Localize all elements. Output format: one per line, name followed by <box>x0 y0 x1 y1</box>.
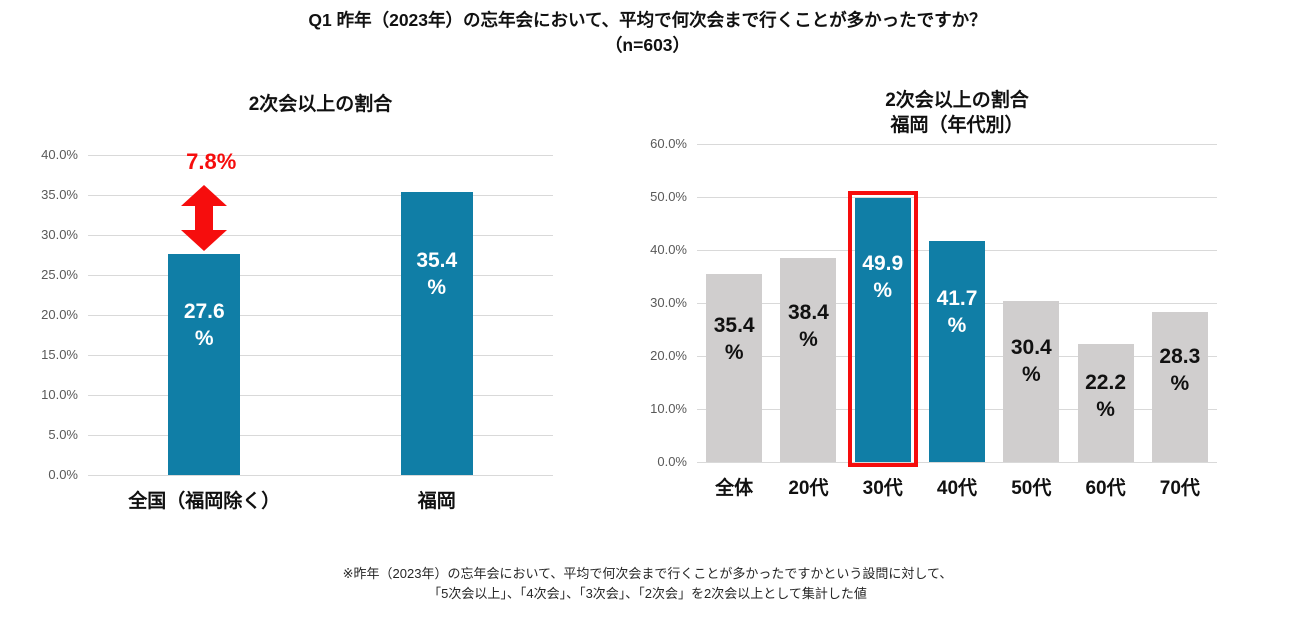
page-title: Q1 昨年（2023年）の忘年会において、平均で何次会まで行くことが多かったです… <box>0 8 1295 58</box>
bar-20代 <box>780 258 837 462</box>
bar-value-label: 35.4 % <box>416 249 458 299</box>
category-label: 20代 <box>788 478 829 499</box>
category-label: 40代 <box>936 478 978 499</box>
footnote-line1: ※昨年（2023年）の忘年会において、平均で何次会まで行くことが多かったですかと… <box>342 566 953 581</box>
chart-national-vs-fukuoka: 2次会以上の割合 0.0% 5.0% 10.0% 15.0% 20.0% 25.0% 30.… <box>20 88 600 548</box>
y-axis-tick-label: 10.0% <box>650 401 687 416</box>
chart-title-line2: 福岡（年代別） <box>890 115 1024 136</box>
bar-value-label: 30.4 % <box>1010 336 1052 386</box>
y-axis-tick-label: 20.0% <box>650 348 687 363</box>
gridline <box>88 234 553 236</box>
sample-size: （n=603） <box>604 35 691 55</box>
bar-value-label: 35.4 % <box>713 314 755 364</box>
gridline <box>88 274 553 276</box>
bar-value-label: 27.6 % <box>183 300 225 350</box>
bar-value-label: 22.2 % <box>1085 371 1126 421</box>
category-label: 全体 <box>715 478 754 499</box>
bar-全国（福岡除く） <box>168 254 241 475</box>
bar-50代 <box>1003 301 1060 462</box>
plot-area-fukuoka-by-age: 0.0% 10.0% 20.0% 30.0% 40.0% 50.0% 60.0% 35.4 %… <box>650 136 1217 499</box>
gridline <box>88 394 553 396</box>
bar-福岡 <box>400 192 473 475</box>
gridline <box>88 314 553 316</box>
bar-40代 <box>929 241 985 462</box>
y-axis-tick-label: 0.0% <box>48 467 78 482</box>
footnote: ※昨年（2023年）の忘年会において、平均で何次会まで行くことが多かったですかと… <box>0 564 1295 604</box>
difference-arrow-icon <box>181 185 228 251</box>
y-axis-tick-label: 25.0% <box>41 267 78 282</box>
bar-value-label: 41.7 % <box>936 287 978 337</box>
highlight-outline <box>847 191 918 467</box>
bar-value-label: 38.4 % <box>787 301 829 351</box>
y-axis-tick-label: 40.0% <box>41 147 78 162</box>
y-axis-tick-label: 30.0% <box>41 227 78 242</box>
bar-70代 <box>1151 312 1208 462</box>
category-label: 福岡 <box>417 491 456 512</box>
y-axis-tick-label: 10.0% <box>41 387 78 402</box>
category-label: 60代 <box>1085 478 1126 499</box>
y-axis-tick-label: 0.0% <box>657 454 687 469</box>
gridline <box>88 434 553 436</box>
gridline <box>88 474 553 476</box>
gridline <box>697 461 1217 463</box>
y-axis-tick-label: 40.0% <box>650 242 687 257</box>
category-label: 50代 <box>1011 478 1052 499</box>
category-label: 30代 <box>862 478 903 499</box>
category-label: 全国（福岡除く） <box>128 491 281 512</box>
y-axis-tick-label: 60.0% <box>650 136 687 151</box>
bar-60代 <box>1077 344 1134 462</box>
y-axis-tick-label: 5.0% <box>48 427 78 442</box>
y-axis-tick-label: 50.0% <box>650 189 687 204</box>
question-title: Q1 昨年（2023年）の忘年会において、平均で何次会まで行くことが多かったです… <box>308 10 987 30</box>
bar-value-label: 28.3 % <box>1159 345 1201 395</box>
gridline <box>88 194 553 196</box>
y-axis-tick-label: 20.0% <box>41 307 78 322</box>
y-axis-tick-label: 15.0% <box>41 347 78 362</box>
bar-30代 <box>854 198 911 462</box>
chart-fukuoka-by-age: 2次会以上の割合 福岡（年代別） 0.0% 10.0% 20.0% 30.0% 40.0… <box>630 88 1290 548</box>
y-axis-tick-label: 35.0% <box>41 187 78 202</box>
bar-全体 <box>706 274 763 462</box>
chart-title-line1: 2次会以上の割合 <box>885 90 1029 111</box>
chart-title: 2次会以上の割合 福岡（年代別） <box>697 88 1217 138</box>
gridline <box>88 154 553 156</box>
gridline <box>697 196 1217 198</box>
y-axis-tick-label: 30.0% <box>650 295 687 310</box>
category-label: 70代 <box>1159 478 1200 499</box>
gridline <box>88 354 553 356</box>
footnote-line2: 「5次会以上」、「4次会」、「3次会」、「2次会」を2次会以上として集計した値 <box>428 586 867 601</box>
bar-value-label: 49.9 % <box>862 252 904 302</box>
chart-title: 2次会以上の割合 <box>248 94 393 115</box>
difference-label: 7.8% <box>186 149 237 174</box>
gridline <box>697 143 1217 145</box>
plot-area-national-vs-fukuoka: 0.0% 5.0% 10.0% 15.0% 20.0% 25.0% 30.0% 35.0% 40… <box>41 147 553 512</box>
